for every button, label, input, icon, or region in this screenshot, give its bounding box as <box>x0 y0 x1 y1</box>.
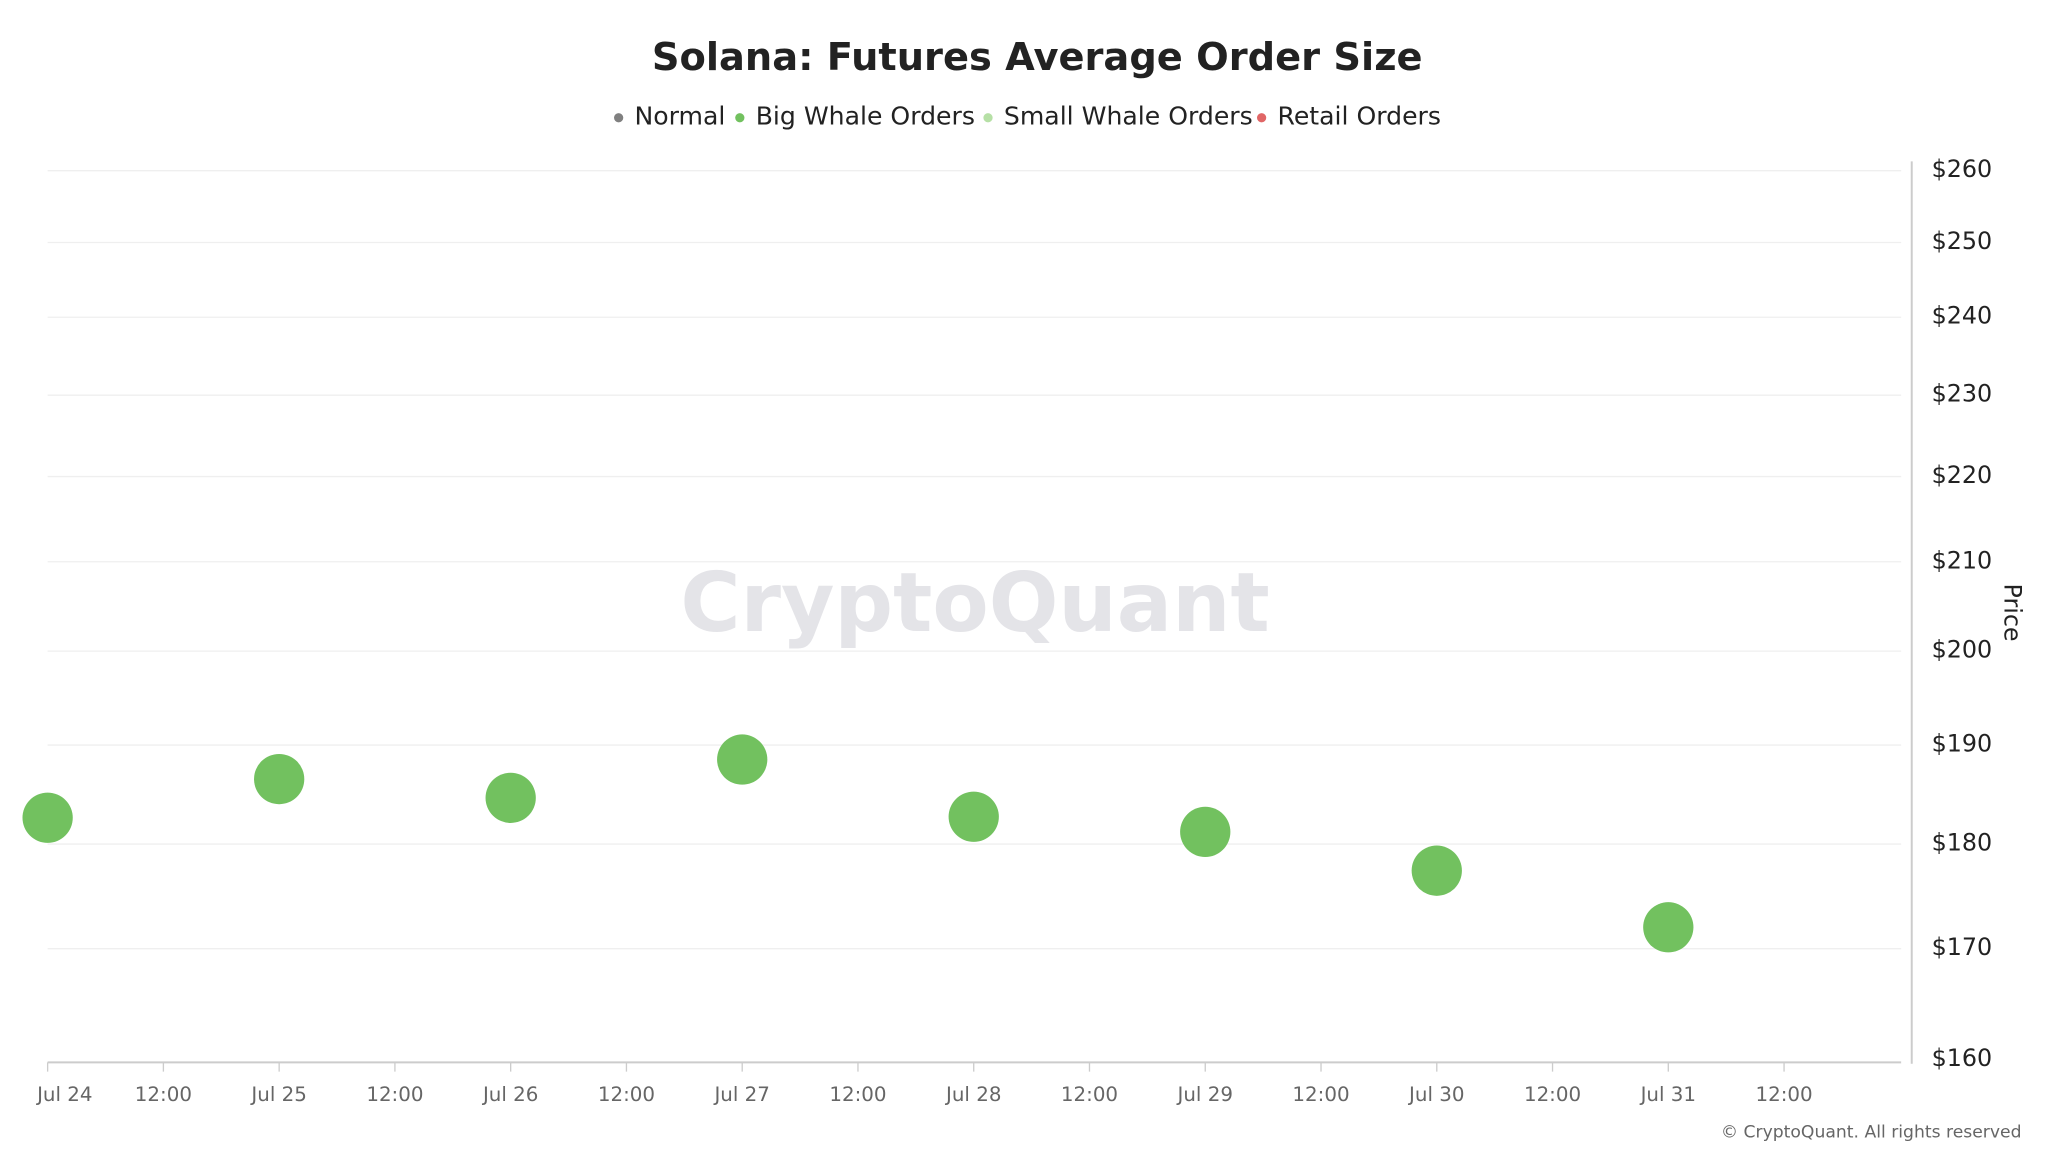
legend-label: Retail Orders <box>1277 102 1440 131</box>
chart-title: Solana: Futures Average Order Size <box>652 35 1423 80</box>
x-tick-label: Jul 24 <box>35 1083 92 1106</box>
x-tick-label: Jul 31 <box>1639 1083 1696 1106</box>
x-tick-label: Jul 30 <box>1407 1083 1464 1106</box>
legend-marker <box>983 113 993 123</box>
y-tick-label: $190 <box>1932 730 1993 758</box>
y-tick-label: $250 <box>1932 227 1993 255</box>
y-tick-label: $260 <box>1932 155 1993 183</box>
point <box>948 791 999 842</box>
x-tick-label: 12:00 <box>135 1083 192 1106</box>
point <box>485 772 536 823</box>
watermark: CryptoQuant <box>680 556 1269 651</box>
x-tick-label: 12:00 <box>829 1083 886 1106</box>
footer: © CryptoQuant. All rights reserved <box>1721 1122 2022 1142</box>
x-tick-label: 12:00 <box>1061 1083 1118 1106</box>
x-tick-label: Jul 29 <box>1176 1083 1233 1106</box>
point <box>1411 845 1462 896</box>
x-tick-label: 12:00 <box>598 1083 655 1106</box>
x-tick-label: 12:00 <box>1524 1083 1581 1106</box>
x-tick-label: Jul 27 <box>712 1083 769 1106</box>
point <box>717 734 768 785</box>
x-tick-label: 12:00 <box>366 1083 423 1106</box>
y-tick-label: $200 <box>1932 636 1993 664</box>
y-tick-label: $240 <box>1932 302 1993 330</box>
x-tick-label: Jul 26 <box>481 1083 538 1106</box>
legend-marker <box>614 113 624 123</box>
y-tick-label: $220 <box>1932 461 1993 489</box>
x-tick-label: 12:00 <box>1755 1083 1812 1106</box>
legend-marker <box>1256 113 1267 123</box>
x-tick-label: 12:00 <box>1292 1083 1349 1106</box>
y-tick-label: $180 <box>1932 829 1993 857</box>
y-tick-label: $230 <box>1932 380 1993 408</box>
y-tick-label: $210 <box>1932 546 1993 574</box>
legend-marker <box>735 113 745 123</box>
y-tick-label: $160 <box>1932 1044 1993 1072</box>
legend-label: Normal <box>635 102 726 131</box>
x-tick-label: Jul 25 <box>249 1083 306 1106</box>
y-tick-label: $170 <box>1932 933 1993 961</box>
x-tick-label: Jul 28 <box>944 1083 1001 1106</box>
point <box>1180 806 1231 858</box>
y-axis-title: Price <box>1998 584 2026 642</box>
point <box>254 753 305 805</box>
point <box>22 792 73 843</box>
legend-label: Big Whale Orders <box>756 102 975 131</box>
legend-label: Small Whale Orders <box>1004 102 1253 131</box>
point <box>1643 902 1694 953</box>
